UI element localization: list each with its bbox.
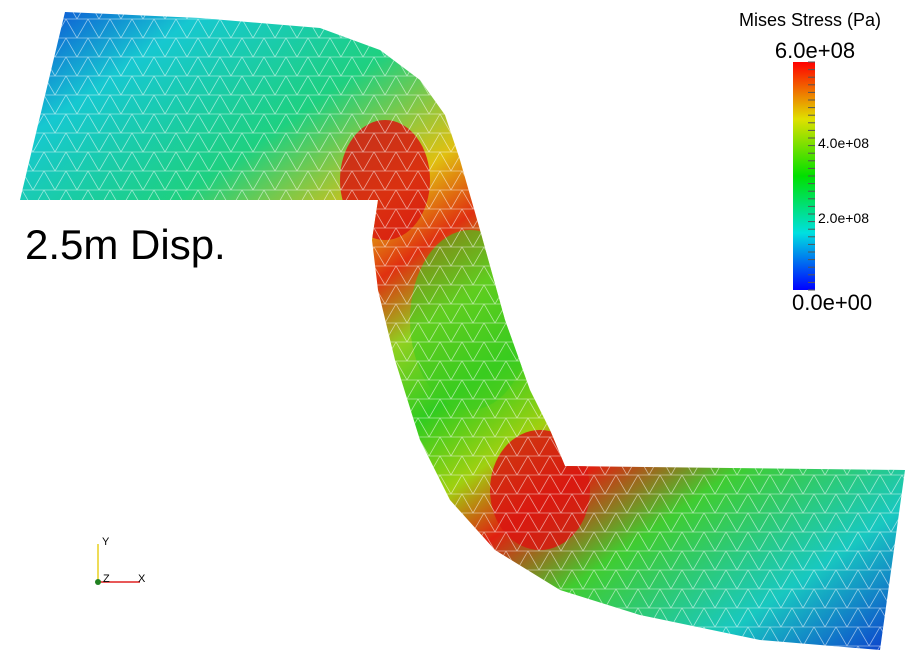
displacement-annotation: 2.5m Disp. bbox=[25, 221, 226, 268]
axis-label-z: Z bbox=[103, 573, 110, 585]
legend-min-label: 0.0e+00 bbox=[792, 290, 872, 315]
legend-label: 2.0e+08 bbox=[818, 210, 869, 226]
color-bar-ticks bbox=[808, 61, 815, 291]
legend-max-label: 6.0e+08 bbox=[775, 38, 855, 63]
axes-triad: Y Z X bbox=[95, 536, 146, 585]
color-bar bbox=[793, 62, 815, 290]
axis-label-x: X bbox=[138, 573, 146, 585]
legend-title: Mises Stress (Pa) bbox=[739, 10, 881, 30]
axis-label-y: Y bbox=[102, 536, 110, 548]
legend-label: 4.0e+08 bbox=[818, 135, 869, 151]
